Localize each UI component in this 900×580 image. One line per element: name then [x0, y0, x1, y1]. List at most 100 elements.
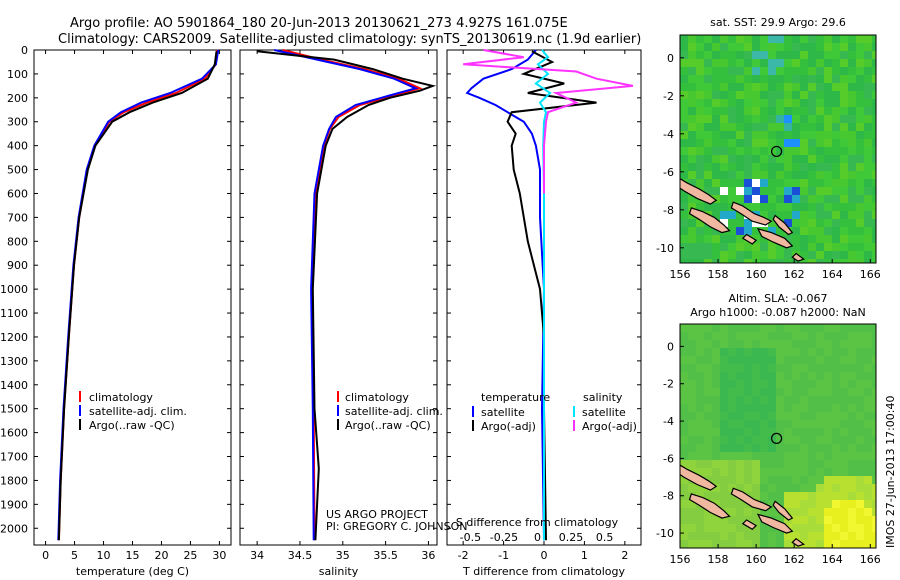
- map-cell: [688, 91, 696, 99]
- y-tick-label: -6: [663, 452, 674, 465]
- map-cell: [800, 372, 808, 380]
- map-cell: [760, 404, 768, 412]
- map-cell: [776, 251, 784, 259]
- map-cell: [800, 388, 808, 396]
- x-tick-label: 10: [97, 549, 111, 562]
- map-cell: [680, 51, 688, 59]
- map-cell: [864, 243, 872, 251]
- map-cell: [680, 171, 688, 179]
- map-cell: [728, 115, 736, 123]
- map-cell: [784, 468, 792, 476]
- map-cell: [752, 107, 760, 115]
- map-cell: [800, 460, 808, 468]
- map-cell: [728, 83, 736, 91]
- map-cell: [832, 51, 840, 59]
- map-cell: [744, 444, 752, 452]
- map-cell: [712, 436, 720, 444]
- map-cell: [744, 372, 752, 380]
- map-cell: [704, 235, 712, 243]
- map-cell: [744, 131, 752, 139]
- map-cell: [824, 468, 832, 476]
- map-cell: [688, 107, 696, 115]
- map-cell: [776, 35, 784, 43]
- map-cell: [776, 179, 784, 187]
- map-cell: [848, 524, 856, 532]
- y-tick-label: 1100: [0, 307, 28, 320]
- map-cell: [768, 460, 776, 468]
- map-cell: [704, 75, 712, 83]
- s-axis-label: S difference from climatology: [456, 516, 619, 529]
- map-cell: [792, 75, 800, 83]
- map-cell: [744, 468, 752, 476]
- map-cell: [704, 43, 712, 51]
- map-cell: [680, 388, 688, 396]
- map-cell: [688, 420, 696, 428]
- map-cell: [712, 251, 720, 259]
- map-cell: [856, 51, 864, 59]
- map-cell: [760, 115, 768, 123]
- map-cell: [688, 243, 696, 251]
- map-cell: [688, 348, 696, 356]
- map-cell: [720, 332, 728, 340]
- map-cell: [816, 131, 824, 139]
- x-axis-label: temperature (deg C): [76, 565, 189, 578]
- map-cell: [784, 540, 792, 548]
- map-cell: [752, 324, 760, 332]
- map-cell: [808, 235, 816, 243]
- map-cell: [856, 219, 864, 227]
- map-cell: [696, 67, 704, 75]
- map-cell: [808, 540, 816, 548]
- map-cell: [808, 115, 816, 123]
- legend-label: climatology: [345, 391, 409, 404]
- map-cell: [728, 332, 736, 340]
- map-cell: [696, 99, 704, 107]
- map-cell: [840, 436, 848, 444]
- map-cell: [800, 259, 808, 263]
- map-cell: [736, 500, 744, 508]
- map-cell: [728, 436, 736, 444]
- map-cell: [744, 99, 752, 107]
- map-cell: [744, 171, 752, 179]
- map-cell: [736, 348, 744, 356]
- map-cell: [776, 444, 784, 452]
- map-cell: [848, 460, 856, 468]
- map-cell: [808, 348, 816, 356]
- map-cell: [808, 131, 816, 139]
- map-cell: [784, 51, 792, 59]
- map-cell: [872, 380, 876, 388]
- map-cell: [776, 412, 784, 420]
- map-cell: [768, 404, 776, 412]
- map-cell: [840, 83, 848, 91]
- map-cell: [752, 348, 760, 356]
- map-cell: [800, 500, 808, 508]
- map-cell: [760, 540, 768, 548]
- map-cell: [760, 147, 768, 155]
- map-cell: [768, 532, 776, 540]
- map-cell: [776, 364, 784, 372]
- map-cell: [720, 428, 728, 436]
- map-cell: [824, 324, 832, 332]
- island-6: [791, 537, 806, 547]
- map-cell: [808, 452, 816, 460]
- map-cell: [728, 195, 736, 203]
- map-cell: [760, 460, 768, 468]
- map-cell: [792, 380, 800, 388]
- map-cell: [808, 524, 816, 532]
- map-cell: [832, 476, 840, 484]
- map-cell: [832, 412, 840, 420]
- map-cell: [792, 468, 800, 476]
- map-cell: [872, 83, 876, 91]
- series-line-1: [274, 49, 419, 541]
- map-cell: [736, 91, 744, 99]
- map-cell: [840, 340, 848, 348]
- map-cell: [712, 51, 720, 59]
- map-cell: [808, 436, 816, 444]
- map-cell: [872, 43, 876, 51]
- map-cell: [800, 516, 808, 524]
- map-cell: [768, 171, 776, 179]
- map-cell: [744, 340, 752, 348]
- map-cell: [744, 179, 752, 187]
- map-cell: [680, 420, 688, 428]
- map-cell: [752, 251, 760, 259]
- map-cell: [680, 59, 688, 67]
